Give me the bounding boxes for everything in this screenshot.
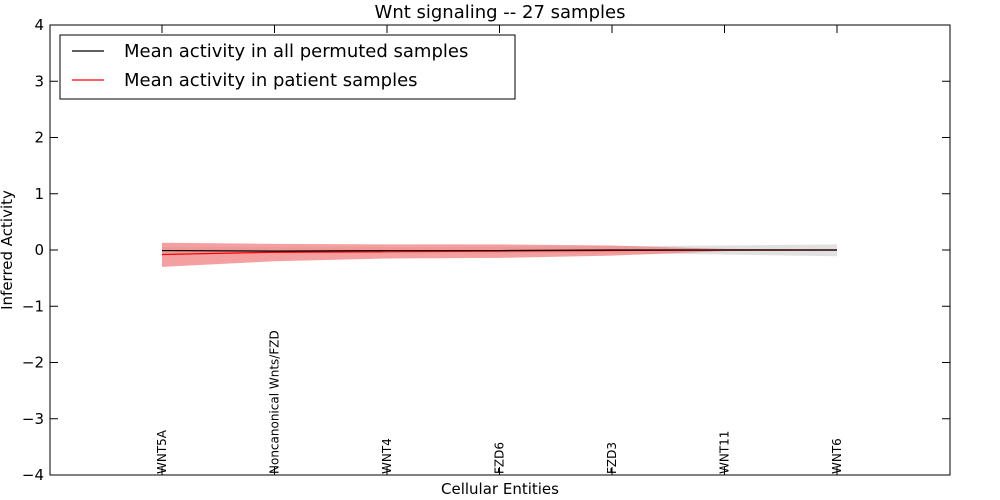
legend: Mean activity in all permuted samples Me…: [59, 34, 516, 100]
y-tick-label: 1: [34, 185, 44, 203]
line-series-0: [161, 249, 837, 252]
x-tick-label: WNT11: [718, 431, 732, 474]
legend-label-permuted: Mean activity in all permuted samples: [124, 41, 468, 62]
series-lines: [161, 249, 837, 256]
y-tick-label: 2: [34, 129, 44, 147]
y-tick-label: 3: [34, 72, 44, 90]
legend-frame: [59, 34, 516, 100]
x-tick-label: WNT4: [380, 438, 394, 474]
x-tick-label: WNT5A: [155, 429, 169, 474]
y-tick-label: −1: [22, 297, 44, 315]
chart-title: Wnt signaling -- 27 samples: [375, 2, 626, 23]
y-tick-label: −2: [22, 354, 44, 372]
band-series-1: [162, 242, 837, 267]
legend-label-patient: Mean activity in patient samples: [124, 70, 418, 91]
x-tick-label: Noncanonical Wnts/FZD: [268, 330, 282, 474]
x-axis: WNT5A Noncanonical Wnts/FZD WNT4 FZD6 FZD3 WN…: [155, 25, 844, 475]
y-tick-label: −3: [22, 410, 44, 428]
y-tick-label: −4: [22, 466, 44, 484]
y-axis: 4 3 2 1 0 −1 −2 −3 −4: [22, 16, 950, 484]
y-axis-label: Inferred Activity: [0, 190, 16, 310]
x-axis-label: Cellular Entities: [441, 480, 559, 498]
x-tick-label: WNT6: [830, 438, 844, 474]
x-tick-label: FZD6: [493, 442, 507, 474]
y-tick-label: 4: [34, 16, 44, 34]
confidence-bands: [162, 242, 837, 267]
x-tick-label: FZD3: [605, 442, 619, 474]
y-tick-label: 0: [34, 241, 44, 259]
